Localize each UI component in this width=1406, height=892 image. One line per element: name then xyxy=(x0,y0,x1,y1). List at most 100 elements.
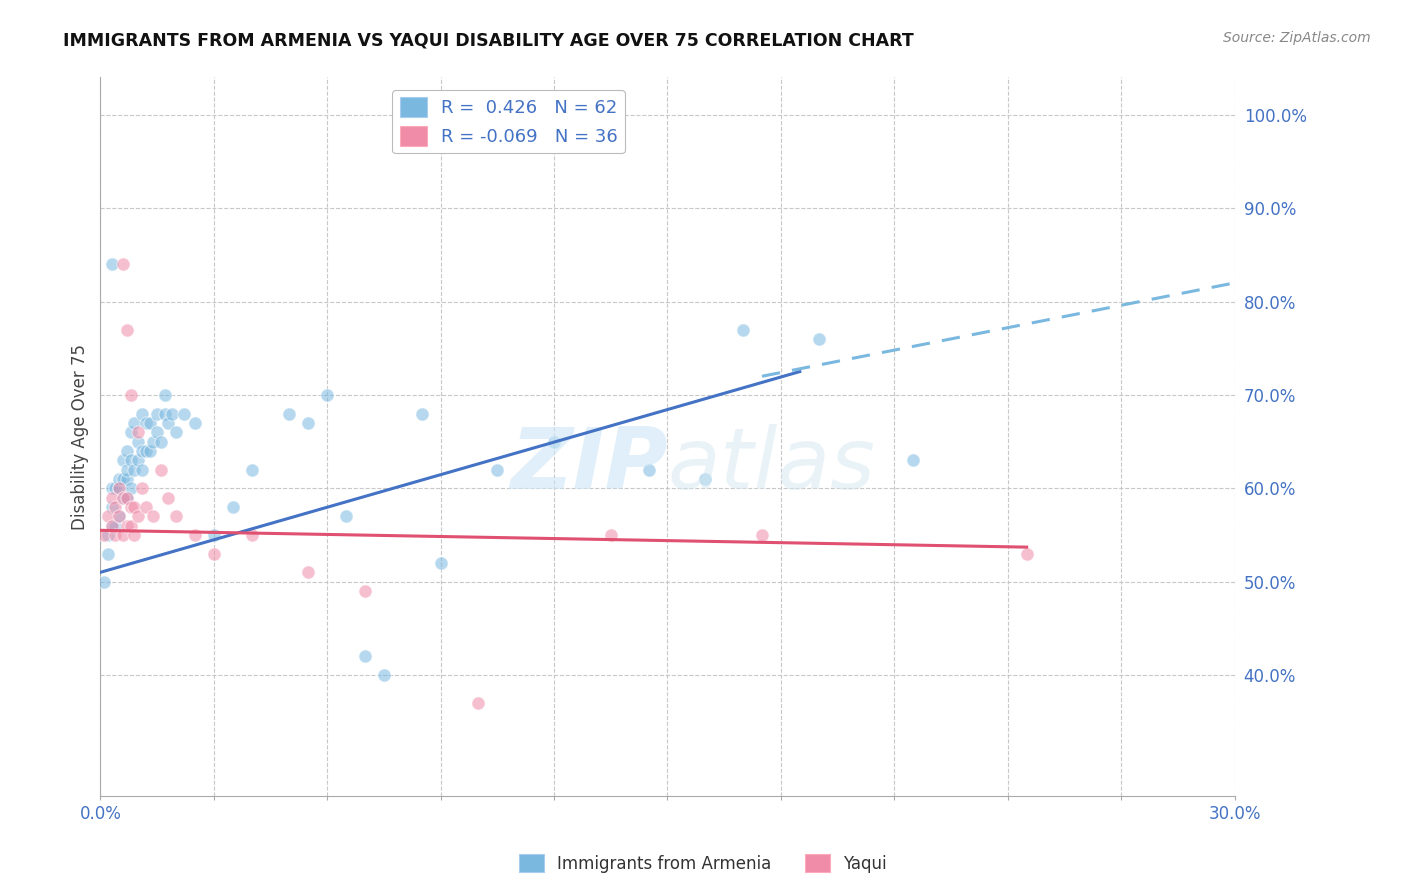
Point xyxy=(160,407,183,421)
Point xyxy=(695,472,717,486)
Point xyxy=(316,388,339,402)
Point xyxy=(131,407,153,421)
Point xyxy=(127,509,149,524)
Text: ZIP: ZIP xyxy=(510,425,668,508)
Point xyxy=(120,500,142,514)
Point xyxy=(202,547,225,561)
Point xyxy=(807,332,830,346)
Point xyxy=(138,416,160,430)
Point xyxy=(115,518,138,533)
Point xyxy=(120,481,142,495)
Point xyxy=(467,696,489,710)
Point xyxy=(97,528,120,542)
Point xyxy=(127,434,149,449)
Point xyxy=(354,649,377,664)
Text: IMMIGRANTS FROM ARMENIA VS YAQUI DISABILITY AGE OVER 75 CORRELATION CHART: IMMIGRANTS FROM ARMENIA VS YAQUI DISABIL… xyxy=(63,31,914,49)
Point xyxy=(184,528,207,542)
Point xyxy=(240,462,263,476)
Point xyxy=(373,668,395,682)
Point xyxy=(131,444,153,458)
Point xyxy=(486,462,509,476)
Point xyxy=(120,425,142,440)
Point xyxy=(543,434,565,449)
Point xyxy=(124,462,146,476)
Point xyxy=(115,322,138,336)
Point xyxy=(149,434,172,449)
Point xyxy=(104,518,127,533)
Point xyxy=(135,500,157,514)
Point xyxy=(108,509,131,524)
Point xyxy=(100,500,122,514)
Point xyxy=(637,462,659,476)
Point xyxy=(278,407,301,421)
Point xyxy=(153,388,176,402)
Point xyxy=(115,491,138,505)
Point xyxy=(124,416,146,430)
Point xyxy=(297,566,319,580)
Point xyxy=(153,407,176,421)
Point xyxy=(131,462,153,476)
Point xyxy=(599,528,621,542)
Point xyxy=(297,416,319,430)
Point xyxy=(127,425,149,440)
Point xyxy=(751,528,773,542)
Point xyxy=(165,509,187,524)
Point xyxy=(115,472,138,486)
Point xyxy=(142,434,165,449)
Point xyxy=(112,491,135,505)
Point xyxy=(108,509,131,524)
Point xyxy=(112,257,135,271)
Point xyxy=(165,425,187,440)
Point xyxy=(108,481,131,495)
Point xyxy=(115,462,138,476)
Point xyxy=(100,481,122,495)
Point xyxy=(903,453,925,467)
Point xyxy=(135,416,157,430)
Point xyxy=(184,416,207,430)
Point xyxy=(138,444,160,458)
Point xyxy=(120,453,142,467)
Point xyxy=(173,407,195,421)
Point xyxy=(120,388,142,402)
Point xyxy=(157,416,180,430)
Point xyxy=(146,407,169,421)
Point xyxy=(124,500,146,514)
Point xyxy=(429,556,451,570)
Point xyxy=(108,481,131,495)
Point xyxy=(100,491,122,505)
Y-axis label: Disability Age Over 75: Disability Age Over 75 xyxy=(72,344,89,530)
Point xyxy=(115,491,138,505)
Point xyxy=(733,322,755,336)
Point xyxy=(112,528,135,542)
Point xyxy=(112,453,135,467)
Legend: R =  0.426   N = 62, R = -0.069   N = 36: R = 0.426 N = 62, R = -0.069 N = 36 xyxy=(392,90,626,153)
Point xyxy=(108,472,131,486)
Point xyxy=(104,500,127,514)
Point xyxy=(146,425,169,440)
Point xyxy=(100,518,122,533)
Point xyxy=(112,491,135,505)
Point xyxy=(97,509,120,524)
Point xyxy=(127,453,149,467)
Legend: Immigrants from Armenia, Yaqui: Immigrants from Armenia, Yaqui xyxy=(512,847,894,880)
Point xyxy=(1015,547,1038,561)
Point xyxy=(131,481,153,495)
Point xyxy=(354,584,377,599)
Point xyxy=(335,509,357,524)
Point xyxy=(157,491,180,505)
Point xyxy=(100,257,122,271)
Point xyxy=(221,500,243,514)
Text: atlas: atlas xyxy=(668,425,876,508)
Point xyxy=(115,444,138,458)
Text: Source: ZipAtlas.com: Source: ZipAtlas.com xyxy=(1223,31,1371,45)
Point xyxy=(202,528,225,542)
Point xyxy=(93,528,115,542)
Point xyxy=(149,462,172,476)
Point xyxy=(135,444,157,458)
Point xyxy=(240,528,263,542)
Point xyxy=(100,518,122,533)
Point xyxy=(120,518,142,533)
Point xyxy=(142,509,165,524)
Point xyxy=(104,528,127,542)
Point xyxy=(112,472,135,486)
